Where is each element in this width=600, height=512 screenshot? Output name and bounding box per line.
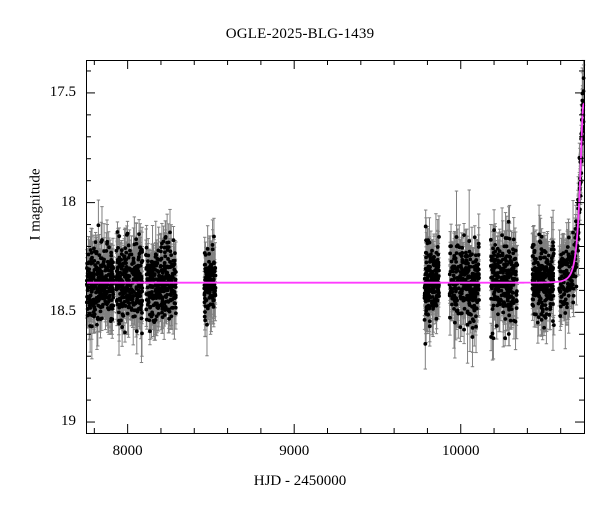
x-axis-label: HJD - 2450000 xyxy=(253,473,347,489)
y-tick-label: 18 xyxy=(61,193,76,210)
x-tick-label: 8000 xyxy=(112,443,143,459)
x-tick-label: 9000 xyxy=(279,443,310,459)
tick-marks xyxy=(86,60,584,433)
model-curve xyxy=(86,102,585,284)
y-tick-label: 19 xyxy=(61,413,76,430)
x-tick-label: 10000 xyxy=(441,443,480,459)
y-tick-label: 18.5 xyxy=(49,303,76,320)
y-tick-label: 17.5 xyxy=(49,83,76,100)
chart-title: OGLE-2025-BLG-1439 xyxy=(225,26,375,42)
